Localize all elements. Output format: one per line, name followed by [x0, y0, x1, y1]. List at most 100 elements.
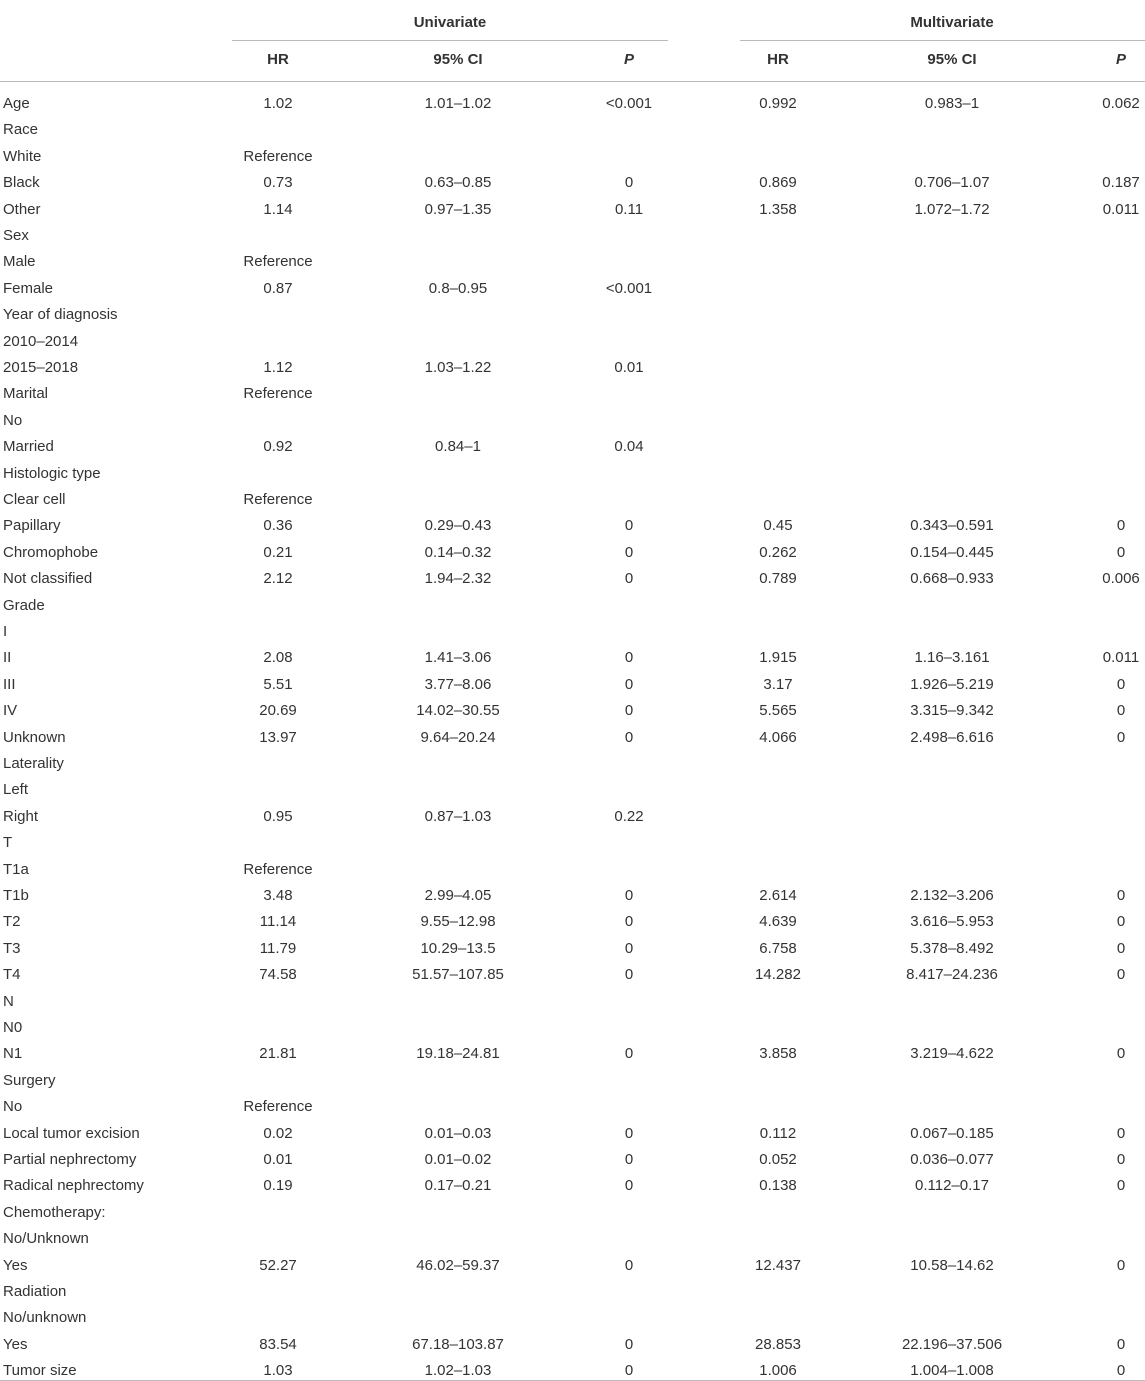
group-rule [232, 40, 668, 41]
cell: 19.18–24.81 [416, 1045, 500, 1063]
cell: 0.343–0.591 [910, 517, 994, 535]
row-label: Histologic type [3, 464, 101, 482]
cell: 0.87 [263, 279, 293, 297]
cell: 0 [624, 913, 634, 931]
cell: 1.12 [263, 359, 293, 376]
cell: 4.066 [759, 728, 797, 746]
cell: 0 [624, 939, 634, 957]
cell: 0.789 [759, 570, 797, 588]
cell: 0.63–0.85 [424, 174, 492, 192]
row-label: Year of diagnosis [3, 306, 118, 324]
cell: 0.01–0.03 [424, 1124, 492, 1142]
cell: 0.262 [759, 543, 797, 561]
row-label: Left [3, 781, 29, 799]
cell: 0 [1116, 1045, 1126, 1063]
row-label: Papillary [3, 517, 61, 535]
cell: 0 [624, 1124, 634, 1142]
cell: 0.84–1 [435, 438, 481, 456]
cell: 3.77–8.06 [424, 675, 492, 693]
row-label: T [3, 834, 13, 852]
cell: 0.052 [759, 1151, 797, 1168]
column-header: 95% CI [927, 51, 977, 68]
cell: 20.69 [259, 702, 297, 720]
cell: <0.001 [605, 95, 653, 112]
cell: 2.132–3.206 [910, 887, 994, 904]
column-header: HR [267, 51, 289, 68]
cell: Reference [243, 1098, 313, 1116]
cell: 14.02–30.55 [416, 702, 500, 720]
row-label: Age [3, 95, 30, 112]
row-label: Not classified [3, 570, 93, 588]
cell: 5.51 [263, 675, 293, 693]
cell: 0.01 [263, 1151, 293, 1168]
cell: 3.17 [763, 675, 793, 693]
cell: 1.03 [263, 1362, 293, 1380]
cell: 0 [624, 517, 634, 535]
row-label: Tumor size [3, 1362, 77, 1380]
column-header: P [1115, 51, 1127, 68]
cell: 22.196–37.506 [901, 1335, 1003, 1353]
cell: 0 [624, 702, 634, 720]
cell: 0.869 [759, 174, 797, 192]
cell: 1.02–1.03 [424, 1362, 492, 1380]
row-label: Surgery [3, 1071, 56, 1089]
cell: 2.08 [263, 649, 293, 667]
row-label: N0 [3, 1019, 23, 1036]
cell: 2.614 [759, 887, 797, 904]
cell: 11.79 [259, 939, 297, 957]
cell: 0.112–0.17 [915, 1177, 989, 1195]
cell: 1.915 [759, 649, 797, 667]
row-label: Male [3, 253, 36, 271]
group-header: Multivariate [910, 14, 994, 31]
cell: 1.03–1.22 [424, 359, 492, 376]
row-label: No [3, 1098, 23, 1116]
cell: 0.8–0.95 [428, 279, 488, 297]
cell: 5.378–8.492 [910, 939, 994, 957]
row-label: 2010–2014 [3, 332, 79, 350]
cell: Reference [243, 491, 313, 508]
cell: 0 [1116, 1124, 1126, 1142]
row-label: Sex [3, 227, 29, 244]
cell: Reference [243, 147, 313, 165]
row-label: Chromophobe [3, 543, 99, 561]
cell: 0 [624, 174, 634, 192]
cell: 0.04 [614, 438, 644, 456]
row-label: Unknown [3, 728, 66, 746]
cell: 6.758 [759, 939, 797, 957]
cell: 0 [624, 728, 634, 746]
row-label: Partial nephrectomy [3, 1151, 137, 1168]
cell: 0.036–0.077 [910, 1151, 994, 1168]
cell: 0.011 [1102, 649, 1140, 667]
cell: 3.315–9.342 [910, 702, 994, 720]
row-label: No [3, 411, 23, 429]
cell: 0.706–1.07 [914, 174, 990, 192]
row-label: Clear cell [3, 491, 66, 508]
cell: 0.067–0.185 [910, 1124, 994, 1142]
cell: 0.011 [1102, 200, 1140, 218]
row-label: IV [3, 702, 18, 720]
row-label: T4 [3, 966, 21, 984]
row-label: III [3, 675, 16, 693]
row-label: Other [3, 200, 41, 218]
cell: 0.14–0.32 [424, 543, 492, 561]
row-label: Female [3, 279, 54, 297]
cell: 0 [624, 570, 634, 588]
row-label: I [3, 623, 8, 640]
cell: 3.219–4.622 [910, 1045, 994, 1063]
cell: 0 [624, 1151, 634, 1168]
cell: 0.19 [263, 1177, 293, 1195]
cell: 0 [1116, 675, 1126, 693]
cell: 74.58 [259, 966, 297, 984]
cell: 46.02–59.37 [416, 1256, 500, 1274]
cell: 0 [624, 887, 634, 904]
cell: 1.926–5.219 [910, 675, 994, 693]
cell: 0.01 [614, 359, 644, 376]
cell: 1.16–3.161 [914, 649, 990, 667]
column-header: 95% CI [433, 51, 483, 68]
cell: 0 [1116, 1177, 1126, 1195]
row-label: Right [3, 807, 39, 825]
column-header: P [623, 51, 635, 68]
cell: 0.112 [759, 1124, 797, 1142]
row-label: Marital [3, 385, 49, 403]
